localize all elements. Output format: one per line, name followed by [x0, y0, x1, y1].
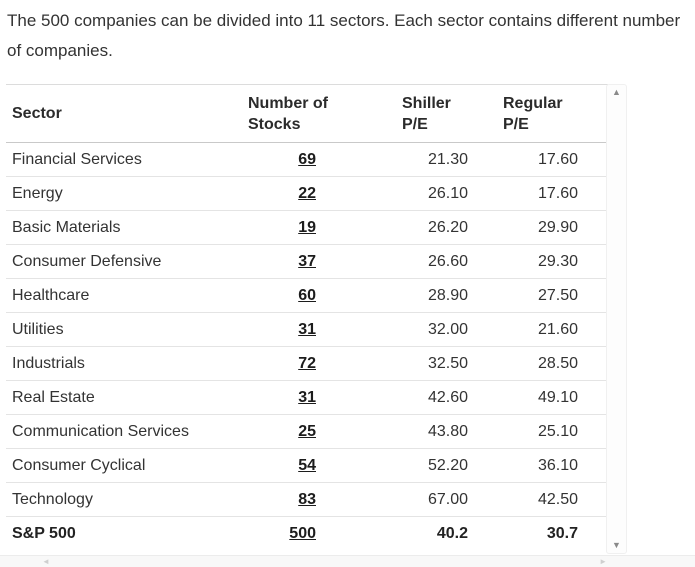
- sector-cell: Communication Services: [6, 414, 242, 449]
- shiller-cell: 28.90: [345, 278, 470, 313]
- stocks-cell: 54: [242, 448, 345, 483]
- sector-cell: Financial Services: [6, 142, 242, 177]
- table-row: Energy 22 26.10 17.60: [6, 176, 608, 211]
- stocks-link[interactable]: 83: [298, 490, 316, 508]
- regular-cell: 27.50: [470, 278, 608, 313]
- shiller-cell: 43.80: [345, 414, 470, 449]
- total-sector-cell: S&P 500: [12, 525, 76, 543]
- scroll-left-icon[interactable]: ◄: [42, 556, 50, 566]
- table-row: Technology 83 67.00 42.50: [6, 482, 608, 517]
- col-header-regular: Regular P/E: [470, 84, 608, 143]
- shiller-cell: 21.30: [345, 142, 470, 177]
- horizontal-scrollbar[interactable]: ◄ ►: [0, 555, 695, 567]
- shiller-cell: 32.50: [345, 346, 470, 381]
- regular-cell: 29.90: [470, 210, 608, 245]
- stocks-link[interactable]: 31: [298, 320, 316, 338]
- regular-cell: 17.60: [470, 176, 608, 211]
- table-row: Healthcare 60 28.90 27.50: [6, 278, 608, 313]
- sector-cell: Consumer Defensive: [6, 244, 242, 279]
- regular-cell: 21.60: [470, 312, 608, 347]
- stocks-cell: 37: [242, 244, 345, 279]
- total-stocks-link[interactable]: 500: [289, 525, 316, 543]
- stocks-cell: 31: [242, 312, 345, 347]
- table-row: Real Estate 31 42.60 49.10: [6, 380, 608, 415]
- stocks-cell: 69: [242, 142, 345, 177]
- shiller-cell: 42.60: [345, 380, 470, 415]
- table-row: Industrials 72 32.50 28.50: [6, 346, 608, 381]
- stocks-link[interactable]: 31: [298, 388, 316, 406]
- scroll-up-icon[interactable]: ▲: [612, 87, 621, 97]
- table-row: Consumer Defensive 37 26.60 29.30: [6, 244, 608, 279]
- stocks-link[interactable]: 72: [298, 354, 316, 372]
- col-header-sector: Sector: [6, 84, 242, 143]
- shiller-cell: 26.60: [345, 244, 470, 279]
- stocks-link[interactable]: 37: [298, 252, 316, 270]
- stocks-cell: 22: [242, 176, 345, 211]
- total-stocks-cell: 500: [242, 517, 345, 552]
- shiller-cell: 32.00: [345, 312, 470, 347]
- regular-cell: 28.50: [470, 346, 608, 381]
- total-shiller-cell: 40.2: [436, 525, 468, 543]
- col-header-stocks: Number of Stocks: [242, 84, 345, 143]
- stocks-link[interactable]: 69: [298, 150, 316, 168]
- table-row: Basic Materials 19 26.20 29.90: [6, 210, 608, 245]
- stocks-cell: 31: [242, 380, 345, 415]
- regular-cell: 17.60: [470, 142, 608, 177]
- sector-cell: Healthcare: [6, 278, 242, 313]
- sector-table: Sector Number of Stocks Shiller P/E Regu…: [6, 84, 608, 552]
- stocks-link[interactable]: 60: [298, 286, 316, 304]
- regular-cell: 25.10: [470, 414, 608, 449]
- shiller-cell: 67.00: [345, 482, 470, 517]
- stocks-cell: 83: [242, 482, 345, 517]
- stocks-link[interactable]: 22: [298, 184, 316, 202]
- stocks-cell: 25: [242, 414, 345, 449]
- scroll-down-icon[interactable]: ▼: [612, 540, 621, 550]
- total-regular-cell: 30.7: [546, 525, 578, 543]
- stocks-cell: 60: [242, 278, 345, 313]
- shiller-cell: 26.20: [345, 210, 470, 245]
- stocks-link[interactable]: 19: [298, 218, 316, 236]
- regular-cell: 42.50: [470, 482, 608, 517]
- sector-cell: Utilities: [6, 312, 242, 347]
- sector-cell: Technology: [6, 482, 242, 517]
- col-header-shiller: Shiller P/E: [345, 84, 470, 143]
- sector-cell: Energy: [6, 176, 242, 211]
- total-row: S&P 500 500 40.2 30.7: [6, 517, 608, 552]
- stocks-cell: 72: [242, 346, 345, 381]
- scroll-right-icon[interactable]: ►: [599, 556, 607, 566]
- shiller-cell: 26.10: [345, 176, 470, 211]
- stocks-link[interactable]: 25: [298, 422, 316, 440]
- intro-text: The 500 companies can be divided into 11…: [7, 11, 681, 60]
- table-row: Financial Services 69 21.30 17.60: [6, 142, 608, 177]
- sector-cell: Consumer Cyclical: [6, 448, 242, 483]
- sector-cell: Basic Materials: [6, 210, 242, 245]
- stocks-link[interactable]: 54: [298, 456, 316, 474]
- regular-cell: 29.30: [470, 244, 608, 279]
- regular-cell: 36.10: [470, 448, 608, 483]
- sector-cell: Industrials: [6, 346, 242, 381]
- stocks-cell: 19: [242, 210, 345, 245]
- table-row: Communication Services 25 43.80 25.10: [6, 414, 608, 449]
- header-row: Sector Number of Stocks Shiller P/E Regu…: [6, 84, 608, 143]
- vertical-scrollbar[interactable]: ▲ ▼: [606, 84, 627, 554]
- regular-cell: 49.10: [470, 380, 608, 415]
- table-row: Consumer Cyclical 54 52.20 36.10: [6, 448, 608, 483]
- sector-cell: Real Estate: [6, 380, 242, 415]
- table-row: Utilities 31 32.00 21.60: [6, 312, 608, 347]
- shiller-cell: 52.20: [345, 448, 470, 483]
